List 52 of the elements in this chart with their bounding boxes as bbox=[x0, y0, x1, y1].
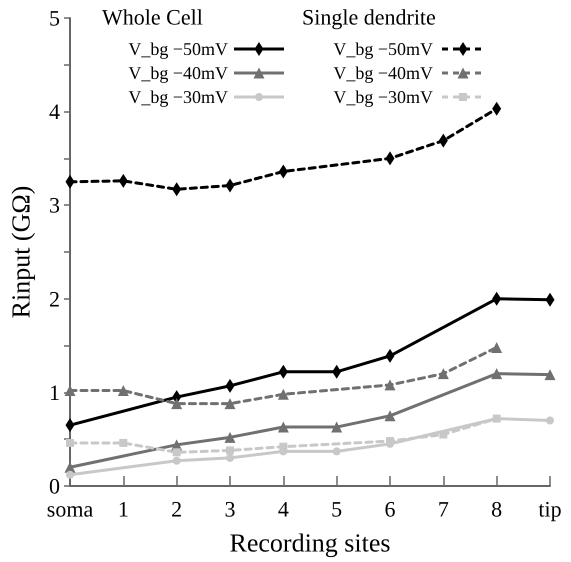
point bbox=[438, 368, 449, 380]
legend-label: V_bg −30mV bbox=[128, 87, 228, 107]
legend-label: V_bg −40mV bbox=[128, 63, 228, 83]
x-tick-label: 5 bbox=[331, 496, 342, 522]
point bbox=[171, 398, 182, 410]
x-tick-label: 3 bbox=[224, 496, 236, 522]
point bbox=[279, 442, 288, 451]
point bbox=[66, 470, 74, 479]
y-tick-label: 0 bbox=[49, 474, 60, 498]
legend-label: V_bg −40mV bbox=[333, 63, 433, 83]
point bbox=[278, 388, 289, 400]
legend-label: V_bg −50mV bbox=[333, 39, 433, 59]
legend-label: V_bg −50mV bbox=[128, 39, 228, 59]
point bbox=[491, 368, 502, 380]
point bbox=[278, 422, 289, 433]
annotation: Single dendrite bbox=[302, 4, 436, 30]
point bbox=[118, 385, 129, 396]
annotation: Whole Cell bbox=[102, 4, 203, 30]
x-tick-label: 4 bbox=[278, 496, 289, 522]
y-tick-label: 1 bbox=[49, 380, 60, 405]
legend-label: V_bg −30mV bbox=[333, 87, 433, 107]
x-tick-label: soma bbox=[46, 496, 94, 522]
point bbox=[224, 398, 236, 410]
point bbox=[491, 342, 502, 353]
x-tick-label: 7 bbox=[438, 496, 449, 522]
point bbox=[226, 454, 234, 462]
point bbox=[384, 410, 396, 422]
y-tick-label: 5 bbox=[49, 6, 60, 30]
x-axis-title: Recording sites bbox=[229, 528, 391, 558]
point bbox=[331, 422, 342, 433]
point bbox=[172, 456, 181, 465]
x-tick-label: 2 bbox=[171, 496, 182, 522]
y-axis-title: Rinput (GΩ) bbox=[6, 186, 36, 318]
point bbox=[546, 416, 554, 424]
y-tick-label: 3 bbox=[49, 192, 60, 218]
point bbox=[384, 379, 396, 390]
point bbox=[332, 447, 341, 456]
point bbox=[172, 448, 181, 456]
point bbox=[226, 446, 234, 454]
point bbox=[224, 432, 236, 443]
y-tick-label: 4 bbox=[49, 99, 60, 124]
point bbox=[64, 385, 76, 396]
point bbox=[119, 438, 128, 447]
point bbox=[544, 369, 556, 380]
point bbox=[492, 414, 501, 423]
point bbox=[66, 438, 74, 447]
x-tick-label: tip bbox=[538, 496, 562, 522]
x-tick-label: 1 bbox=[118, 496, 129, 522]
x-tick-label: 8 bbox=[491, 496, 502, 522]
y-tick-label: 2 bbox=[49, 286, 60, 312]
x-tick-label: 6 bbox=[384, 496, 396, 522]
point bbox=[386, 437, 394, 446]
